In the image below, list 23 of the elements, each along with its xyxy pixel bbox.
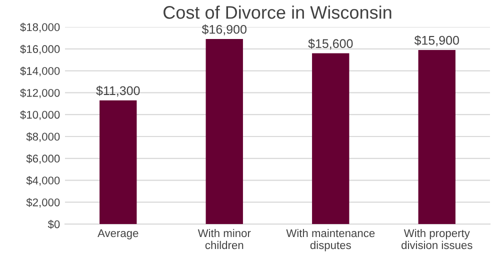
y-tick-label: $2,000: [26, 198, 60, 208]
x-tick-label: With minor children: [198, 228, 251, 250]
y-tick-label: $6,000: [26, 154, 60, 164]
y-tick-label: $18,000: [20, 22, 60, 32]
bar: [312, 53, 350, 224]
data-label: $16,900: [202, 24, 246, 36]
x-tick-label: With maintenance disputes: [286, 228, 375, 252]
x-tick-label: With property division issues: [402, 228, 472, 250]
y-tick-label: $4,000: [26, 176, 60, 186]
bar: [206, 39, 243, 224]
x-tick-label: Average: [98, 229, 138, 240]
bar: [418, 50, 456, 224]
chart-title: Cost of Divorce in Wisconsin: [164, 6, 392, 19]
y-tick-label: $14,000: [20, 66, 60, 76]
y-tick-label: $10,000: [20, 110, 60, 120]
data-label: $15,900: [414, 35, 459, 46]
y-tick-label: $12,000: [20, 88, 60, 98]
y-tick-label: $8,000: [26, 132, 60, 142]
y-tick-label: $16,000: [20, 44, 60, 54]
data-label: $15,600: [308, 38, 353, 50]
bar: [100, 100, 137, 224]
data-label: $11,300: [96, 86, 140, 97]
y-tick-label: $0: [48, 220, 60, 229]
